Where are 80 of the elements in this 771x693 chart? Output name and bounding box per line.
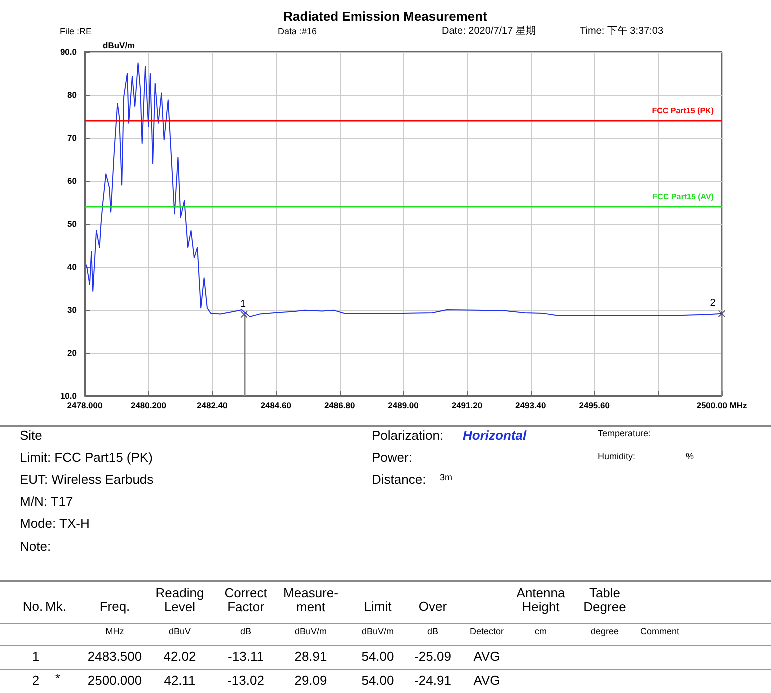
x-tick-label: 2489.00 <box>388 400 420 410</box>
text: Data :#16 <box>278 26 318 37</box>
text: -25.09 <box>414 649 452 664</box>
y-tick-label: 50 <box>68 219 78 229</box>
text: 2500.000 <box>88 673 142 688</box>
text: Site <box>20 428 42 444</box>
annotation: 1 <box>240 298 246 310</box>
chart-title: Radiated Emission Measurement <box>284 9 488 24</box>
text: Humidity: <box>598 451 636 462</box>
text: Correct Factor <box>224 585 268 614</box>
text: 1 <box>32 649 40 664</box>
text: Note: <box>20 539 52 554</box>
text: 29.09 <box>294 673 328 688</box>
text: % <box>686 451 694 462</box>
y-tick-label: 10.0 <box>60 391 78 401</box>
text: Over <box>418 599 448 614</box>
x-tick-label: 2484.60 <box>260 400 292 410</box>
x-tick-label: 2482.40 <box>197 400 228 410</box>
text: Mk. <box>46 599 66 614</box>
text: Measure-ment <box>282 585 340 614</box>
text: AVG <box>474 673 500 688</box>
text: * <box>55 671 61 686</box>
text: Comment <box>640 626 680 637</box>
text: No. <box>22 599 44 614</box>
text: dB <box>240 626 252 637</box>
text: Temperature: <box>598 428 652 439</box>
text: MHz <box>106 626 124 637</box>
text: 42.02 <box>164 649 196 664</box>
y-tick-label: 80 <box>68 90 78 100</box>
text: EUT: Wireless Earbuds <box>20 472 154 488</box>
text: Antenna Height <box>516 585 566 614</box>
text: Freq. <box>100 599 130 614</box>
y-tick-label: 20 <box>68 348 78 358</box>
x-tick-label: 2500.00 MHz <box>696 400 748 410</box>
text: 2 <box>32 673 40 688</box>
text: Limit: FCC Part15 (PK) <box>20 450 153 466</box>
text: 28.91 <box>294 649 328 664</box>
y-tick-label: 90.0 <box>60 47 78 57</box>
text: Distance: <box>372 472 426 488</box>
y-tick-label: 60 <box>68 176 78 186</box>
text: -13.02 <box>228 673 264 688</box>
text: 54.00 <box>362 649 394 664</box>
ref-line-label: FCC Part15 (AV) <box>652 192 714 202</box>
text: 54.00 <box>362 673 394 688</box>
x-tick-label: 2480.200 <box>130 400 167 410</box>
y-tick-label: 70 <box>68 133 78 143</box>
text: Table Degree <box>582 585 628 614</box>
y-axis-title: dBuV/m <box>103 40 136 50</box>
text: Reading Level <box>154 585 206 614</box>
text: Horizontal <box>463 428 527 444</box>
annotation: 2 <box>710 298 716 310</box>
text: Date: 2020/7/17 星期 <box>442 26 536 38</box>
x-tick-label: 2486.80 <box>324 400 356 410</box>
y-tick-label: 40 <box>68 262 78 272</box>
x-tick-label: 2493.40 <box>516 400 547 410</box>
x-tick-label: 2495.60 <box>579 400 610 410</box>
text: dBuV <box>168 626 192 637</box>
text: AVG <box>474 649 500 664</box>
text: Time: 下午 3:37:03 <box>580 26 664 38</box>
x-tick-label: 2478.000 <box>67 400 103 410</box>
ref-line-label: FCC Part15 (PK) <box>652 106 714 116</box>
text: Mode: TX-H <box>20 516 90 532</box>
text: dBuV/m <box>294 626 328 637</box>
text: Polarization: <box>372 428 444 444</box>
text: degree <box>590 626 620 637</box>
text: 3m <box>440 472 453 483</box>
text: -24.91 <box>414 673 452 688</box>
text: dB <box>427 626 439 637</box>
y-tick-label: 30 <box>68 305 78 315</box>
text: 42.11 <box>164 673 196 688</box>
text: Detector <box>470 626 504 637</box>
text: -13.11 <box>228 649 264 664</box>
text: dBuV/m <box>362 626 394 637</box>
text: cm <box>535 626 547 637</box>
text: File :RE <box>60 26 92 37</box>
text: 2483.500 <box>88 649 142 664</box>
text: M/N: T17 <box>20 494 74 510</box>
text: Power: <box>372 450 412 466</box>
x-tick-label: 2491.20 <box>452 400 483 410</box>
text: Limit <box>364 599 392 614</box>
